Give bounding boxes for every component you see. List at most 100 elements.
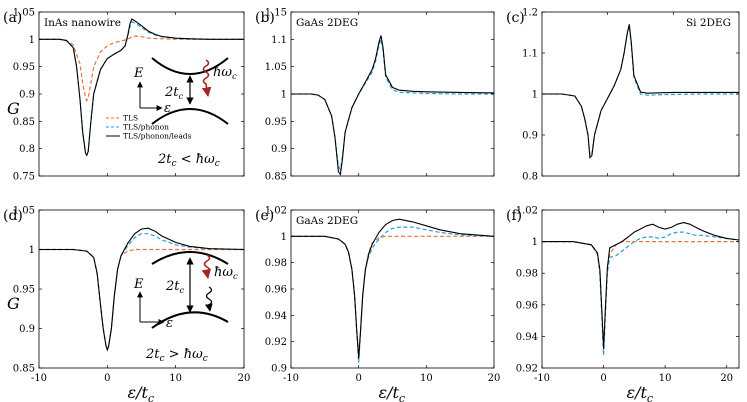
inset-a: Eε xyxy=(133,57,229,125)
y-tick-label: 0.9 xyxy=(271,144,287,155)
y-tick-label: 0.9 xyxy=(522,131,538,142)
annotation-ineq-a-2t: 2t xyxy=(157,152,172,167)
x-tick-label: 20 xyxy=(720,373,733,384)
energy-label: E xyxy=(133,277,144,292)
legend-label: TLS/phonon xyxy=(123,123,169,132)
x-tick-label: 0 xyxy=(600,373,606,384)
y-tick-label: 0.85 xyxy=(13,117,35,128)
series-tls-phonon-leads xyxy=(542,24,739,159)
y-tick-label: 0.95 xyxy=(265,117,287,128)
y-tick-label: 1.1 xyxy=(522,49,538,60)
annotation-ineq-d-hw: ħω xyxy=(184,347,203,362)
gap-label: 2tc xyxy=(165,279,185,296)
x-axis-label: ε/tc xyxy=(128,383,155,402)
series-tls xyxy=(291,235,494,355)
series-tls xyxy=(39,35,244,102)
annotation-ineq-a-sub2: c xyxy=(215,159,220,169)
y-tick-label: 0.92 xyxy=(516,364,538,375)
x-axis-label-sub: c xyxy=(647,392,653,402)
annotation-ineq-a-sign: < xyxy=(177,152,196,167)
y-tick-label: 1 xyxy=(532,237,538,248)
series-tls-phonon-leads xyxy=(542,222,739,350)
photon-label-main: ħω xyxy=(214,265,233,280)
gap-label-sub: c xyxy=(179,92,184,102)
y-tick-label: 1 xyxy=(281,90,287,101)
panel-label: (a) xyxy=(3,10,22,26)
y-tick-label: 0.9 xyxy=(19,324,35,335)
annotation-ineq-d-sub2: c xyxy=(203,354,208,364)
y-tick-label: 0.85 xyxy=(13,364,35,375)
legend-label: TLS xyxy=(123,114,138,123)
panel-f-lines xyxy=(542,222,739,356)
x-tick-label: 10 xyxy=(169,373,182,384)
panel-c-lines xyxy=(542,24,739,159)
panel-e-lines xyxy=(291,218,494,363)
y-tick-label: 0.8 xyxy=(522,172,538,183)
y-tick-label: 0.95 xyxy=(13,62,35,73)
panel-label: (d) xyxy=(3,208,23,224)
x-tick-label: -10 xyxy=(31,373,47,384)
material-title: GaAs 2DEG xyxy=(296,215,358,227)
y-tick-label: 0.98 xyxy=(265,258,287,269)
panel-b-lines xyxy=(291,35,494,176)
y-tick-label: 1.02 xyxy=(516,206,538,217)
series-tls-phonon xyxy=(542,231,739,356)
x-tick-label: -10 xyxy=(283,373,299,384)
x-tick-label: -10 xyxy=(534,373,550,384)
photon-label: ħωc xyxy=(213,65,237,82)
phonon-arrow xyxy=(204,286,213,312)
y-tick-label: 0.94 xyxy=(265,311,287,322)
series-tls-phonon-leads xyxy=(39,227,244,352)
annotation-ineq-d-sign: > xyxy=(165,347,184,362)
inset-d: Eε xyxy=(133,251,229,331)
panel-b: 0.85 0.9 0.95 1 1.05 1.1 1.15(b) GaAs 2DEG xyxy=(255,8,495,183)
panel-label: (e) xyxy=(255,208,274,224)
annotation-ineq-a-hw: ħω xyxy=(196,152,215,167)
y-tick-label: 0.9 xyxy=(271,364,287,375)
gap-label-sub: c xyxy=(180,286,185,296)
x-axis-label-sub: c xyxy=(399,392,405,402)
x-tick-label: 10 xyxy=(420,373,433,384)
x-tick-label: 20 xyxy=(488,373,501,384)
panel-label: (f) xyxy=(506,208,522,224)
series-tls xyxy=(542,241,739,350)
material-title: GaAs 2DEG xyxy=(296,17,358,29)
panel-f-frame xyxy=(541,209,740,369)
gap-label-main: 2t xyxy=(164,85,179,100)
x-tick-label: 20 xyxy=(238,373,251,384)
x-tick-label: 10 xyxy=(659,373,672,384)
y-tick-label: 0.94 xyxy=(516,332,538,343)
x-tick-label: 0 xyxy=(104,373,110,384)
y-tick-label: 0.9 xyxy=(19,90,35,101)
y-tick-label: 1.05 xyxy=(265,62,287,73)
y-tick-label: 0.95 xyxy=(13,285,35,296)
y-tick-label: 1.05 xyxy=(13,206,35,217)
y-tick-label: 1.15 xyxy=(265,8,287,19)
x-axis-label-main: ε/t xyxy=(379,383,400,402)
annotation-ineq-a-sub: c xyxy=(172,159,177,169)
y-tick-label: 0.85 xyxy=(265,172,287,183)
photon-label: ħωc xyxy=(214,265,238,282)
y-tick-label: 0.75 xyxy=(13,172,35,183)
annotation-ineq-d: 2tc > ħωc xyxy=(145,347,208,364)
energy-label: E xyxy=(133,66,144,81)
panel-b-frame xyxy=(290,11,495,177)
series-tls-phonon xyxy=(291,37,494,172)
panel-label: (c) xyxy=(506,10,525,26)
y-tick-label: 1.2 xyxy=(522,8,538,19)
lower-band xyxy=(151,108,229,125)
y-axis-label: G xyxy=(7,294,20,313)
upper-band xyxy=(151,57,229,75)
x-axis-label-main: ε/t xyxy=(128,383,149,402)
y-tick-label: 1 xyxy=(29,35,35,46)
photon-arrow xyxy=(201,59,212,97)
photon-arrow xyxy=(201,254,212,279)
x-axis-label-sub: c xyxy=(148,392,154,402)
series-tls-phonon-leads xyxy=(291,218,494,359)
panel-a: 0.75 0.8 0.85 0.9 0.95 1 1.05(a) InAs nanowire G xyxy=(3,8,245,183)
upper-band xyxy=(151,251,229,265)
y-axis-label: G xyxy=(7,99,20,118)
